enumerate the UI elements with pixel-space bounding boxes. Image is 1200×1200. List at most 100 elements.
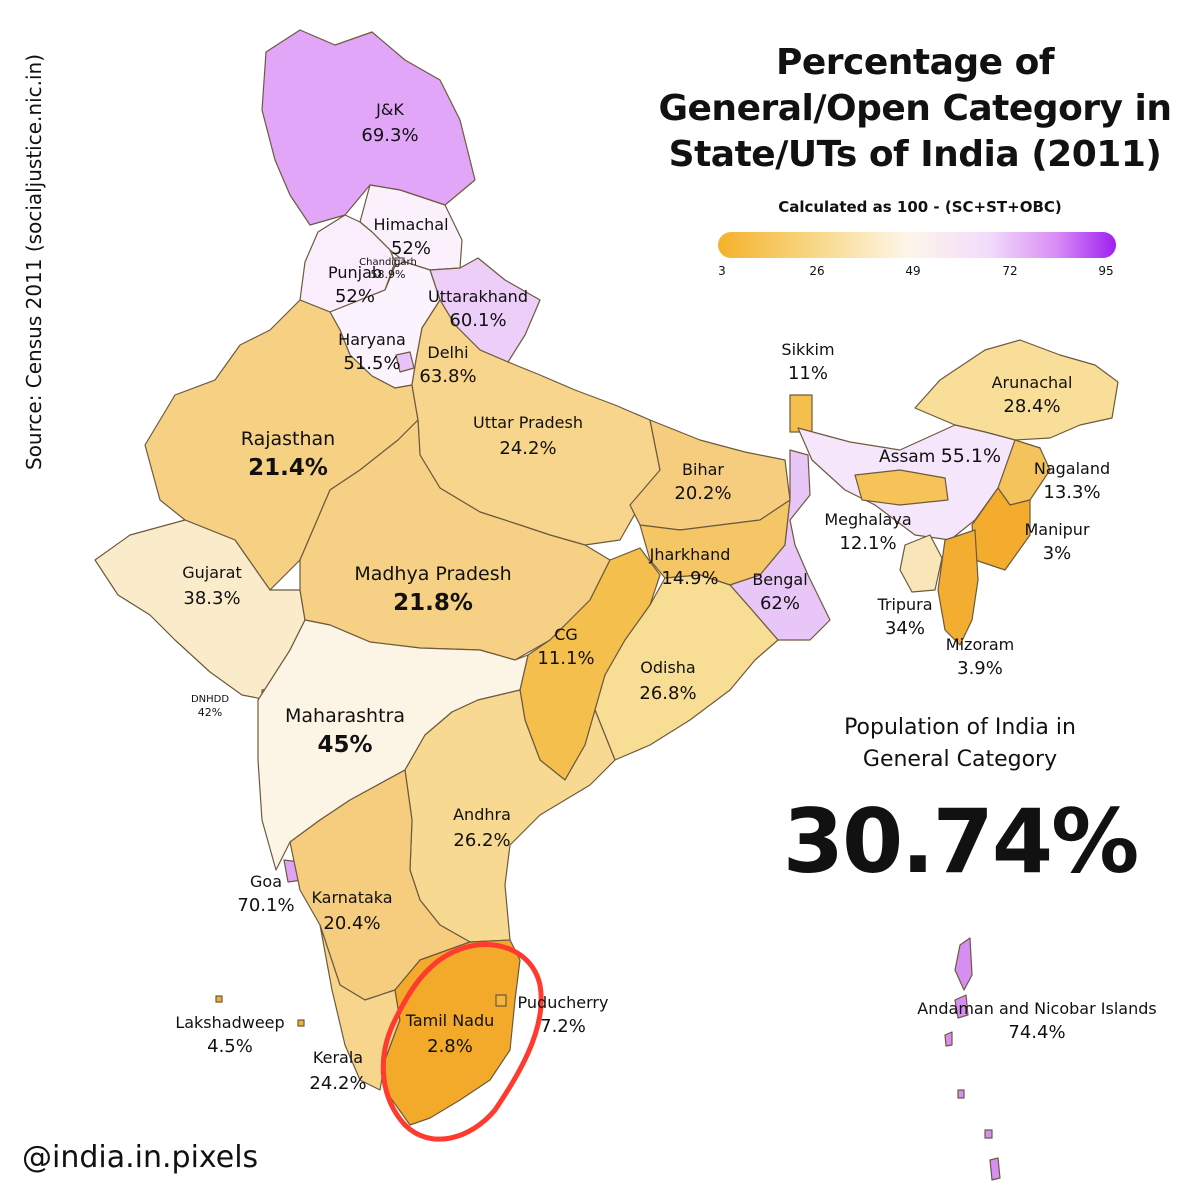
region-name-uttarakhand: Uttarakhand xyxy=(428,287,528,306)
color-legend-bar xyxy=(718,232,1116,258)
region-value-meghalaya: 12.1% xyxy=(839,533,896,554)
region-name-andaman: Andaman and Nicobar Islands xyxy=(917,999,1156,1018)
region-name-nagaland: Nagaland xyxy=(1034,459,1110,478)
title-line-1: Percentage of xyxy=(775,42,1055,83)
region-name-odisha: Odisha xyxy=(640,658,695,677)
region-value-tamilnadu: 2.8% xyxy=(427,1036,473,1057)
region-name-mizoram: Mizoram xyxy=(946,635,1014,654)
region-name-jk: J&K xyxy=(375,100,404,119)
region-name-puducherry: Puducherry xyxy=(518,993,609,1012)
region-value-odisha: 26.8% xyxy=(639,683,696,704)
map-title: Percentage of General/Open Category in S… xyxy=(640,40,1190,178)
region-value-arunachal: 28.4% xyxy=(1003,396,1060,417)
region-shape-bengal xyxy=(729,449,831,641)
legend-tick: 3 xyxy=(718,264,726,278)
region-shape-tripura xyxy=(899,534,943,593)
region-value-kerala: 24.2% xyxy=(309,1073,366,1094)
region-name-delhi: Delhi xyxy=(427,343,468,362)
region-value-andaman: 74.4% xyxy=(1008,1022,1065,1043)
region-name-tripura: Tripura xyxy=(876,595,932,614)
region-shape-puducherry xyxy=(495,994,507,1007)
region-name-mp: Madhya Pradesh xyxy=(354,563,511,585)
region-value-maharashtra: 45% xyxy=(317,732,372,758)
region-value-rajasthan: 21.4% xyxy=(248,455,328,481)
region-value-jharkhand: 14.9% xyxy=(661,568,718,589)
legend-tick: 49 xyxy=(905,264,921,278)
region-name-tamilnadu: Tamil Nadu xyxy=(405,1011,495,1030)
summary-label: Population of India in General Category xyxy=(800,712,1120,776)
state-shapes xyxy=(94,29,1119,1181)
highlight-circle xyxy=(380,942,544,1142)
region-label-assam: Assam 55.1% xyxy=(879,445,1001,467)
author-handle: @india.in.pixels xyxy=(22,1140,259,1175)
region-value-sikkim: 11% xyxy=(788,363,828,384)
region-shape-andaman xyxy=(984,1129,993,1139)
region-shape-andaman xyxy=(954,937,973,991)
region-name-punjab: Punjab xyxy=(328,263,382,282)
summary-label-line-2: General Category xyxy=(862,747,1058,772)
region-shape-punjab xyxy=(299,214,396,313)
region-name-rajasthan: Rajasthan xyxy=(241,428,335,450)
region-name-bengal: Bengal xyxy=(752,570,807,589)
region-shape-andaman xyxy=(944,1031,953,1047)
region-name-jharkhand: Jharkhand xyxy=(649,545,731,564)
map-subtitle: Calculated as 100 - (SC+ST+OBC) xyxy=(778,198,1062,216)
region-value-punjab: 52% xyxy=(335,286,375,307)
region-value-jk: 69.3% xyxy=(361,125,418,146)
region-name-karnataka: Karnataka xyxy=(311,888,392,907)
region-name-arunachal: Arunachal xyxy=(992,373,1073,392)
region-value-puducherry: 7.2% xyxy=(540,1016,586,1037)
region-shape-delhi xyxy=(395,351,415,373)
region-shape-lakshadweep xyxy=(297,1019,305,1027)
region-name-gujarat: Gujarat xyxy=(182,563,241,582)
region-value-nagaland: 13.3% xyxy=(1043,482,1100,503)
region-labels: J&K69.3%Himachal52%Chandigarh58.9%Punjab… xyxy=(175,100,1156,1094)
region-name-andhra: Andhra xyxy=(453,805,511,824)
region-value-andhra: 26.2% xyxy=(453,830,510,851)
region-shape-andaman xyxy=(989,1157,1001,1181)
region-shape-sikkim xyxy=(789,394,813,433)
region-value-himachal: 52% xyxy=(391,238,431,259)
region-shape-mizoram xyxy=(937,529,979,646)
region-value-karnataka: 20.4% xyxy=(323,913,380,934)
region-value-gujarat: 38.3% xyxy=(183,588,240,609)
region-value-tripura: 34% xyxy=(885,618,925,639)
region-name-manipur: Manipur xyxy=(1024,520,1089,539)
region-value-chandigarh: 58.9% xyxy=(371,268,406,281)
region-value-haryana: 51.5% xyxy=(343,353,400,374)
region-value-dnhdd: 42% xyxy=(198,706,222,719)
region-shape-andaman xyxy=(957,1089,965,1099)
summary-value: 30.74% xyxy=(782,790,1140,893)
region-value-manipur: 3% xyxy=(1043,543,1072,564)
region-value-up: 24.2% xyxy=(499,438,556,459)
region-value-cg: 11.1% xyxy=(537,648,594,669)
region-value-mizoram: 3.9% xyxy=(957,658,1003,679)
legend-tick: 95 xyxy=(1098,264,1114,278)
region-value-delhi: 63.8% xyxy=(419,366,476,387)
region-value-uttarakhand: 60.1% xyxy=(449,310,506,331)
region-name-sikkim: Sikkim xyxy=(781,340,834,359)
region-value-lakshadweep: 4.5% xyxy=(207,1036,253,1057)
region-name-bihar: Bihar xyxy=(682,460,724,479)
region-shape-andaman xyxy=(954,994,969,1019)
title-line-2: General/Open Category in xyxy=(658,88,1172,129)
title-line-3: State/UTs of India (2011) xyxy=(668,134,1162,175)
region-name-goa: Goa xyxy=(250,872,282,891)
region-value-goa: 70.1% xyxy=(237,895,294,916)
legend-tick: 72 xyxy=(1002,264,1018,278)
region-name-dnhdd: DNHDD xyxy=(191,694,229,705)
region-name-meghalaya: Meghalaya xyxy=(824,510,911,529)
region-name-up: Uttar Pradesh xyxy=(473,413,583,432)
region-name-maharashtra: Maharashtra xyxy=(285,705,405,727)
region-name-kerala: Kerala xyxy=(313,1048,363,1067)
region-name-lakshadweep: Lakshadweep xyxy=(175,1013,284,1032)
region-name-cg: CG xyxy=(554,625,578,644)
summary-label-line-1: Population of India in xyxy=(844,715,1076,740)
region-name-haryana: Haryana xyxy=(338,330,406,349)
region-name-himachal: Himachal xyxy=(373,215,448,234)
source-credit: Source: Census 2011 (socialjustice.nic.i… xyxy=(22,53,46,470)
region-shape-lakshadweep xyxy=(215,995,223,1003)
legend-tick: 26 xyxy=(809,264,825,278)
region-name-chandigarh: Chandigarh xyxy=(359,257,417,268)
